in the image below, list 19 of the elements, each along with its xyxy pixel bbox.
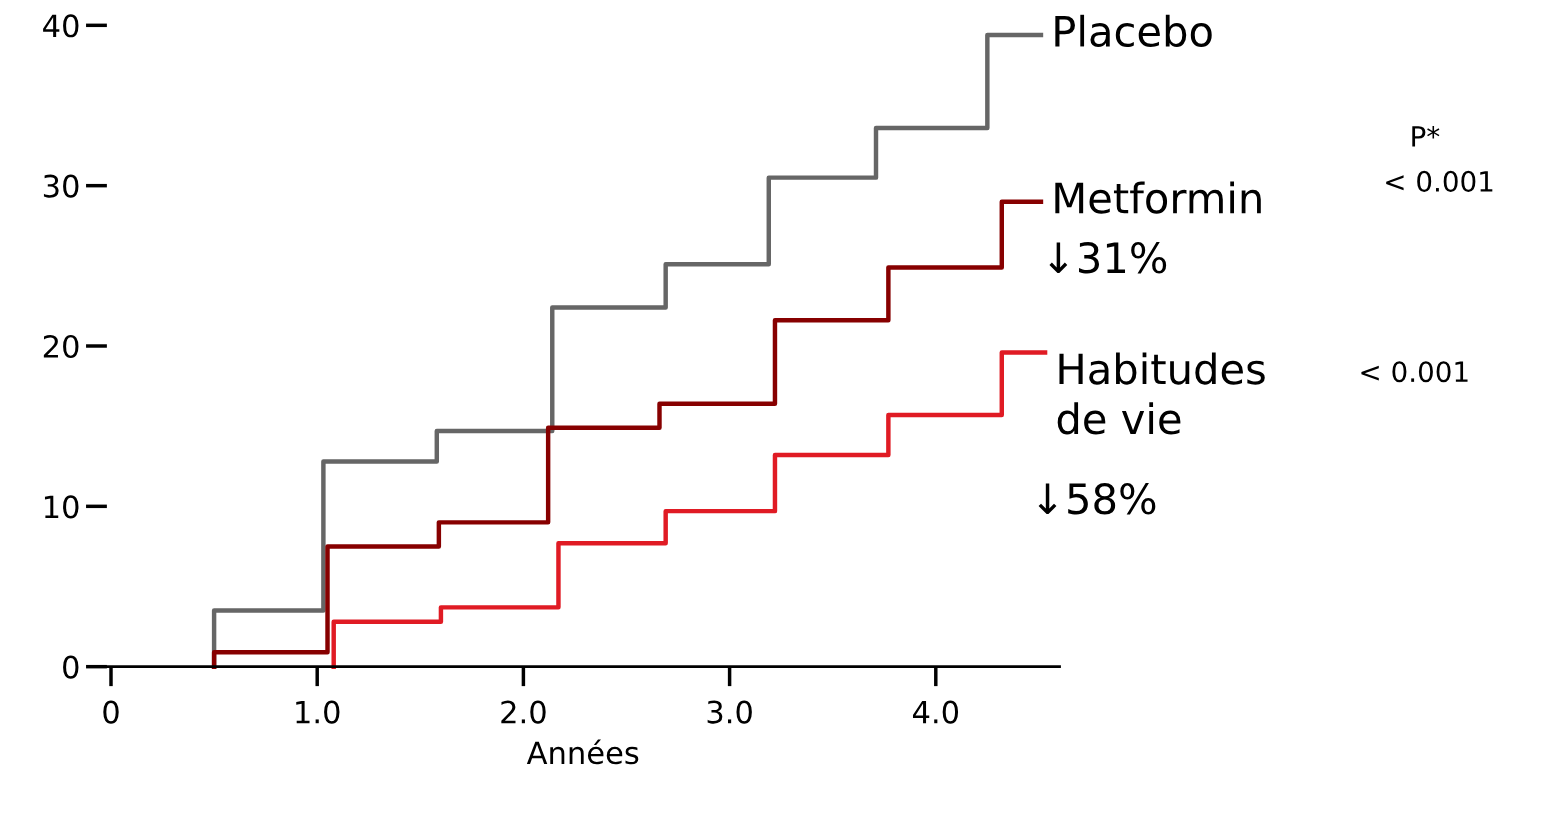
x-tick-label: 0 xyxy=(103,700,119,724)
annotation: ↓31% xyxy=(1049,242,1167,274)
text: < 0.001 xyxy=(1361,361,1468,383)
x-tick-label: 3.0 xyxy=(707,700,752,724)
x-axis-title: Années xyxy=(526,739,639,765)
series-label: Habitudes de vie xyxy=(1057,352,1265,435)
y-tick-label: 40 xyxy=(43,14,79,38)
x-tick-label: 1.0 xyxy=(296,700,340,724)
x-tick-label: 2.0 xyxy=(501,700,546,724)
series-label: Metformin xyxy=(1055,181,1261,214)
y-tick-label: 0 xyxy=(63,655,79,679)
text: P* xyxy=(1412,125,1440,147)
series-label: Placebo xyxy=(1055,14,1212,48)
annotation: ↓58% xyxy=(1038,483,1156,515)
y-tick-label: 20 xyxy=(43,334,79,359)
text: < 0.001 xyxy=(1386,170,1493,192)
x-tick-label: 4.0 xyxy=(913,700,959,724)
y-tick-label: 10 xyxy=(44,495,79,519)
y-tick-label: 30 xyxy=(43,174,79,198)
